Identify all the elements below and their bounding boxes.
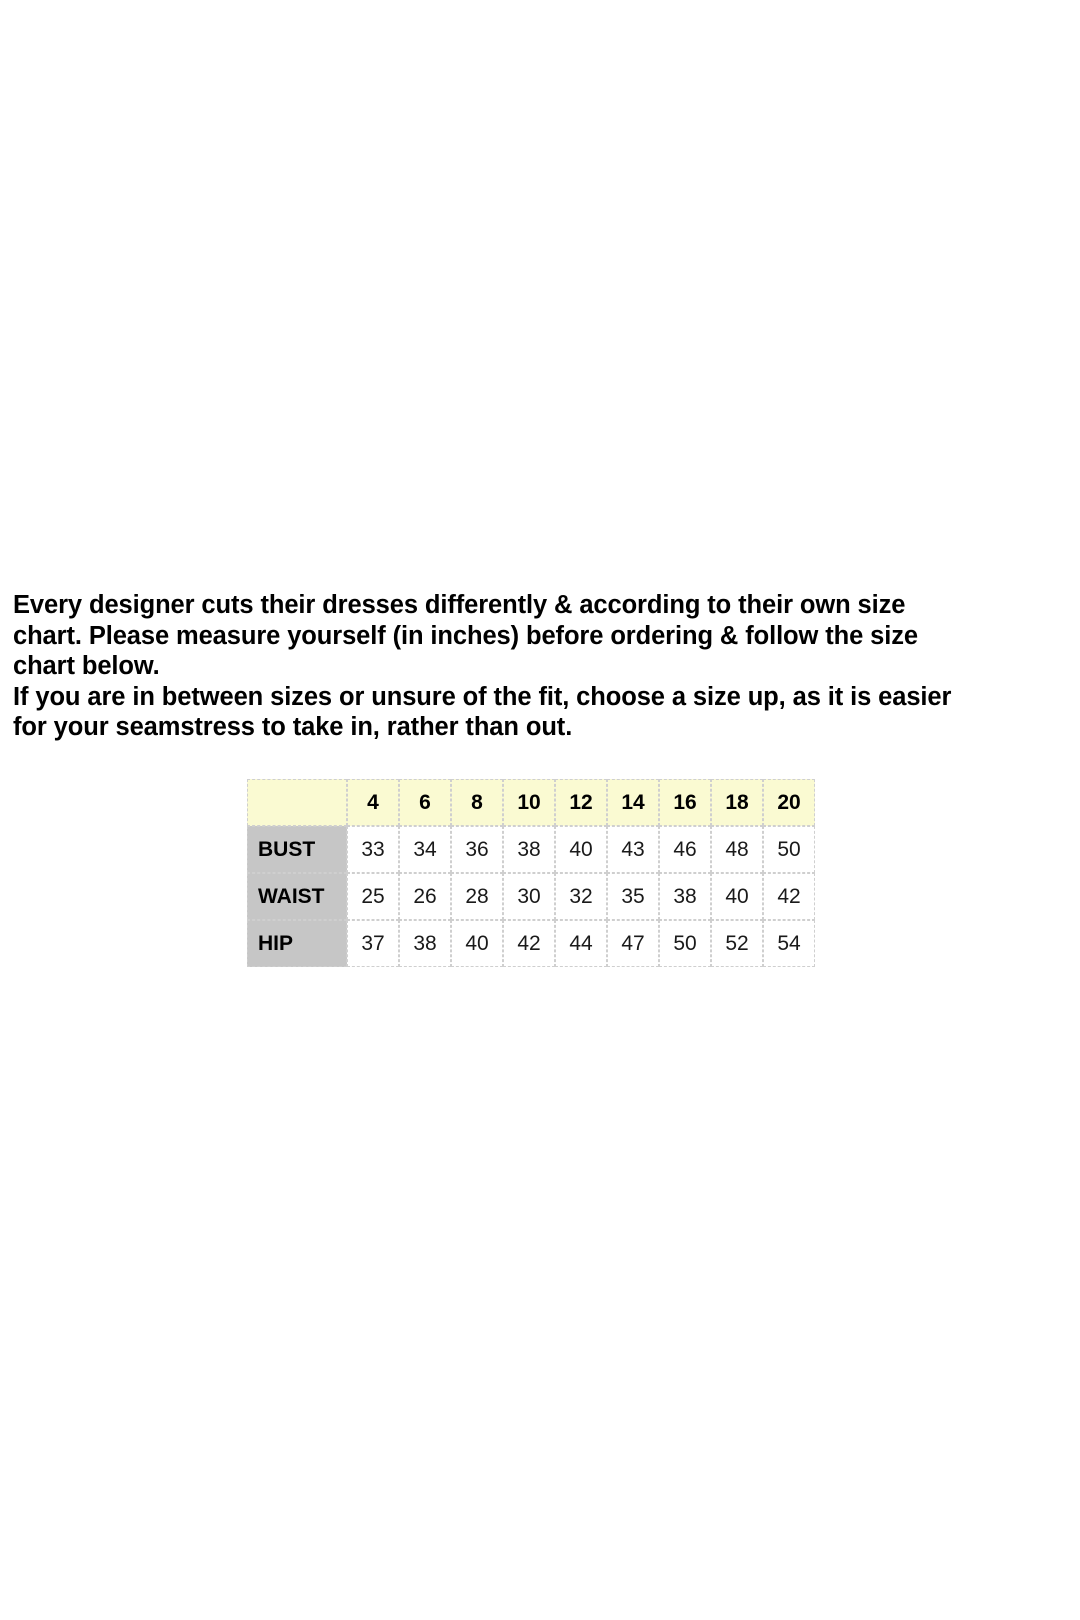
size-chart-table: 4 6 8 10 12 14 16 18 20 BUST 33 34 36: [247, 779, 815, 967]
size-chart-head: 4 6 8 10 12 14 16 18 20: [247, 779, 815, 826]
hip-size-4: 37: [347, 920, 399, 967]
size-header-6: 6: [399, 779, 451, 826]
size-chart-body: BUST 33 34 36 38 40 43 46 48 50 WAIST 25…: [247, 826, 815, 967]
intro-line-3: chart below.: [13, 652, 160, 680]
bust-size-16: 46: [659, 826, 711, 873]
waist-size-18: 40: [711, 873, 763, 920]
waist-size-20: 42: [763, 873, 815, 920]
bust-size-10: 38: [503, 826, 555, 873]
hip-size-10: 42: [503, 920, 555, 967]
bust-size-12: 40: [555, 826, 607, 873]
hip-size-20: 54: [763, 920, 815, 967]
waist-size-14: 35: [607, 873, 659, 920]
size-header-10: 10: [503, 779, 555, 826]
hip-size-14: 47: [607, 920, 659, 967]
intro-line-1: Every designer cuts their dresses differ…: [13, 591, 906, 619]
table-row: WAIST 25 26 28 30 32 35 38 40 42: [247, 873, 815, 920]
bust-size-20: 50: [763, 826, 815, 873]
hip-size-12: 44: [555, 920, 607, 967]
waist-size-12: 32: [555, 873, 607, 920]
corner-cell: [247, 779, 347, 826]
bust-size-4: 33: [347, 826, 399, 873]
hip-size-6: 38: [399, 920, 451, 967]
bust-size-6: 34: [399, 826, 451, 873]
intro-line-5: for your seamstress to take in, rather t…: [13, 713, 573, 741]
size-header-row: 4 6 8 10 12 14 16 18 20: [247, 779, 815, 826]
size-chart-container: 4 6 8 10 12 14 16 18 20 BUST 33 34 36: [247, 779, 815, 967]
intro-paragraph: Every designer cuts their dresses differ…: [13, 590, 1068, 743]
bust-size-18: 48: [711, 826, 763, 873]
size-header-16: 16: [659, 779, 711, 826]
hip-size-18: 52: [711, 920, 763, 967]
table-row: HIP 37 38 40 42 44 47 50 52 54: [247, 920, 815, 967]
size-header-4: 4: [347, 779, 399, 826]
intro-line-4: If you are in between sizes or unsure of…: [13, 682, 952, 711]
size-header-12: 12: [555, 779, 607, 826]
intro-line-2: chart. Please measure yourself (in inche…: [13, 621, 918, 650]
row-label-bust: BUST: [247, 826, 347, 873]
waist-size-16: 38: [659, 873, 711, 920]
table-row: BUST 33 34 36 38 40 43 46 48 50: [247, 826, 815, 873]
waist-size-8: 28: [451, 873, 503, 920]
waist-size-6: 26: [399, 873, 451, 920]
waist-size-10: 30: [503, 873, 555, 920]
bust-size-8: 36: [451, 826, 503, 873]
size-header-8: 8: [451, 779, 503, 826]
size-header-20: 20: [763, 779, 815, 826]
hip-size-16: 50: [659, 920, 711, 967]
bust-size-14: 43: [607, 826, 659, 873]
row-label-waist: WAIST: [247, 873, 347, 920]
waist-size-4: 25: [347, 873, 399, 920]
hip-size-8: 40: [451, 920, 503, 967]
size-header-18: 18: [711, 779, 763, 826]
row-label-hip: HIP: [247, 920, 347, 967]
size-header-14: 14: [607, 779, 659, 826]
